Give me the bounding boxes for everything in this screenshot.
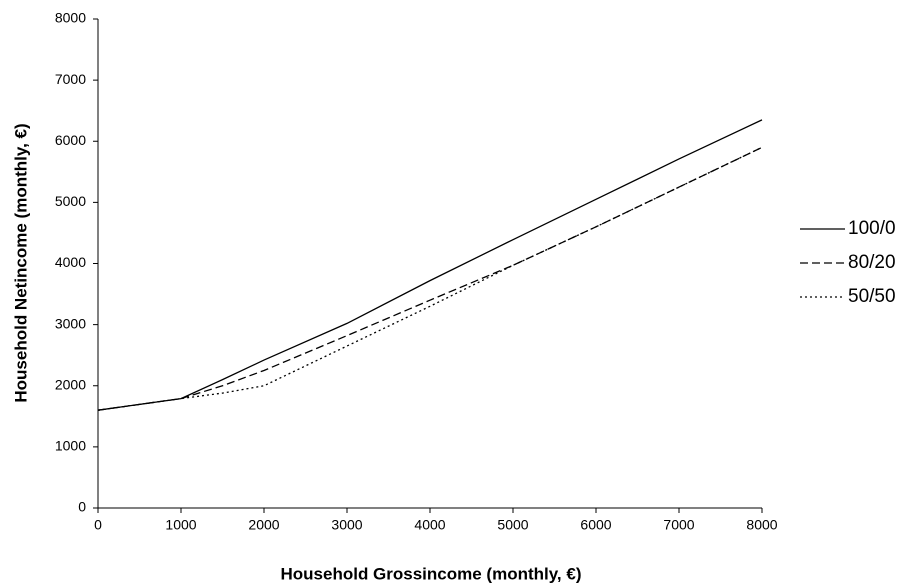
y-tick-label: 0 xyxy=(78,499,86,515)
x-axis-title: Household Grossincome (monthly, €) xyxy=(281,564,582,583)
x-tick-label: 8000 xyxy=(746,517,777,533)
legend-label: 100/0 xyxy=(848,218,896,239)
data-line xyxy=(97,146,763,411)
y-tick-label: 1000 xyxy=(55,438,86,454)
x-tick-label: 3000 xyxy=(331,517,362,533)
x-tick-label: 4000 xyxy=(414,517,445,533)
y-tick-label: 7000 xyxy=(55,71,86,87)
y-tick-label: 3000 xyxy=(55,315,86,331)
y-axis-title: Household Netincome (monthly, €) xyxy=(11,123,30,402)
x-tick-label: 7000 xyxy=(663,517,694,533)
x-tick-label: 1000 xyxy=(165,517,196,533)
y-tick-label: 8000 xyxy=(55,10,86,26)
y-tick-label: 4000 xyxy=(55,254,86,270)
x-tick-label: 6000 xyxy=(580,517,611,533)
data-line xyxy=(97,146,763,411)
x-tick-label: 2000 xyxy=(248,517,279,533)
data-line xyxy=(97,119,763,411)
x-tick-label: 0 xyxy=(94,517,102,533)
y-tick-label: 5000 xyxy=(55,193,86,209)
y-tick-label: 2000 xyxy=(55,376,86,392)
y-tick-label: 6000 xyxy=(55,132,86,148)
legend-label: 50/50 xyxy=(848,286,896,307)
legend-label: 80/20 xyxy=(848,252,896,273)
x-tick-label: 5000 xyxy=(497,517,528,533)
